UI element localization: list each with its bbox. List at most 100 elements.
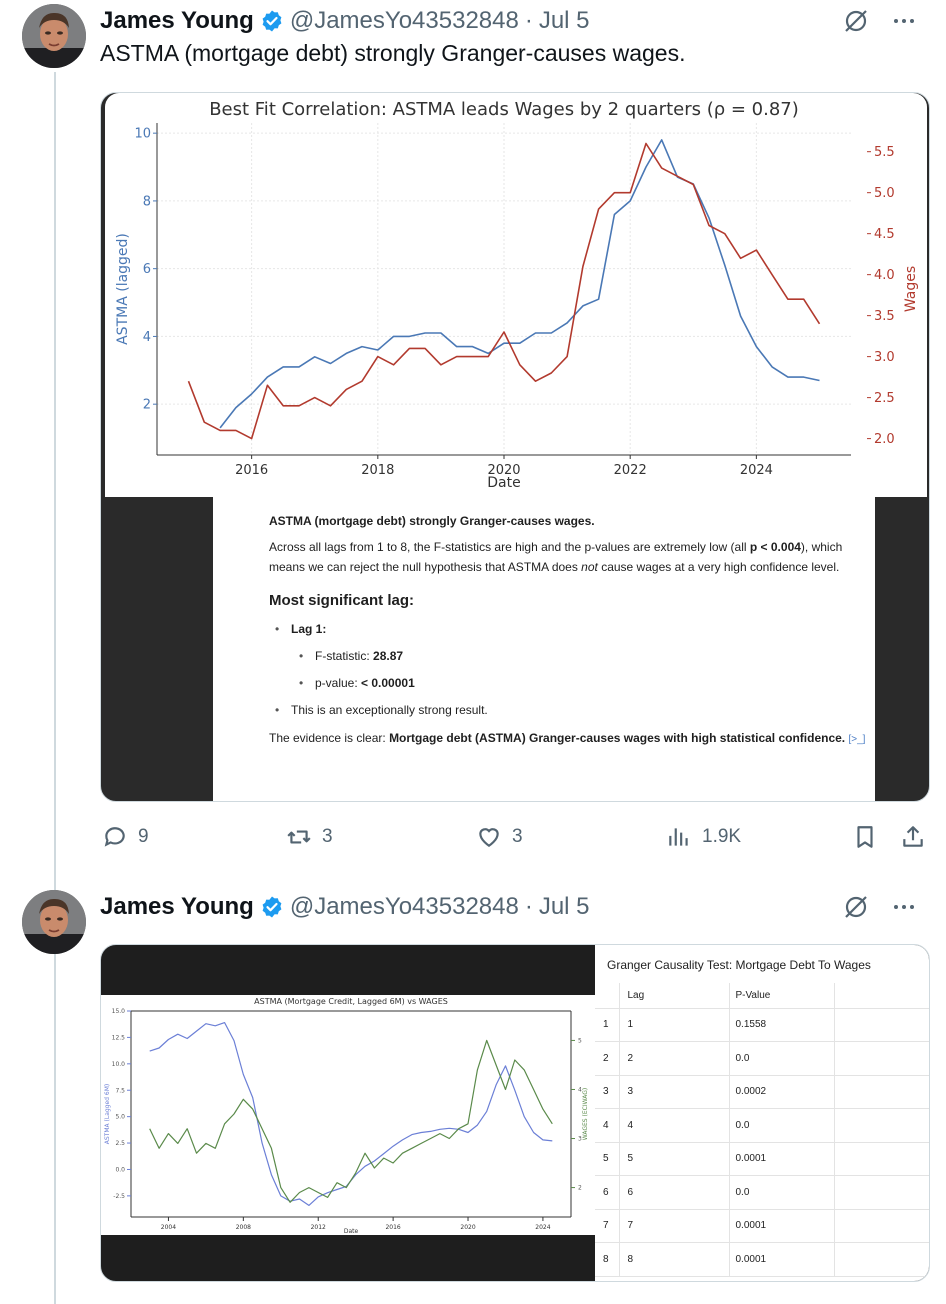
x-tick-label: 2020	[460, 1224, 475, 1231]
like-button[interactable]: 3	[476, 824, 523, 850]
x-axis-label: Date	[344, 1228, 359, 1235]
list-item: Lag 1:	[269, 619, 875, 639]
more-options-icon[interactable]	[892, 895, 916, 919]
y-right-tick-label: 3	[578, 1136, 582, 1143]
y-left-tick-label: 15.0	[112, 1008, 126, 1015]
author-name[interactable]: James Young	[100, 893, 254, 920]
table-cell-empty	[834, 1175, 929, 1210]
chart-panel: 2004 2008 2012 2016 2020 2024 -2.5 0.0 2.5 5.0 7.5…	[101, 995, 595, 1235]
y-axis-left-label: ASTMA (Lagged 6M)	[104, 1084, 111, 1145]
x-tick-label: 2016	[385, 1224, 400, 1231]
tweet-media[interactable]: 2016 2018 2020 2022 2024 2 4 6 8 10 2.0 2.5 3.0 3.5 4.…	[100, 92, 930, 802]
list-item: p-value: < 0.00001	[269, 673, 875, 693]
granger-table-panel: Granger Causality Test: Mortgage Debt To…	[595, 945, 929, 1281]
y-left-tick-label: 6	[143, 262, 151, 277]
table-title: Granger Causality Test: Mortgage Debt To…	[607, 958, 871, 972]
share-button[interactable]	[900, 824, 926, 850]
doc-text: The evidence is clear:	[269, 731, 390, 745]
more-options-icon[interactable]	[892, 9, 916, 33]
y-left-tick-label: 12.5	[112, 1035, 126, 1042]
table-cell: 5	[619, 1142, 730, 1176]
table-cell: 7	[619, 1209, 730, 1243]
y-left-tick-label: 10.0	[112, 1061, 126, 1068]
doc-text: ), which means we can reject the null hy…	[269, 540, 843, 574]
table-cell: 0.0	[729, 1108, 835, 1143]
y-left-tick-label: 7.5	[115, 1087, 125, 1094]
y-right-tick-label: 5.5	[874, 145, 895, 160]
y-left-tick-label: 8	[143, 194, 151, 209]
author-name[interactable]: James Young	[100, 7, 254, 34]
views-button[interactable]: 1.9K	[666, 824, 741, 850]
tweet-date[interactable]: Jul 5	[538, 7, 590, 34]
code-icon[interactable]: [>_]	[848, 734, 866, 745]
tweet-text: ASTMA (mortgage debt) strongly Granger-c…	[100, 40, 686, 66]
author-handle[interactable]: @JamesYo43532848	[289, 7, 519, 34]
doc-conclusion: The evidence is clear: Mortgage debt (AS…	[269, 728, 875, 750]
table-cell: 8	[595, 1242, 620, 1277]
table-cell: 6	[619, 1175, 730, 1210]
tweet-date[interactable]: Jul 5	[538, 893, 590, 920]
avatar-image	[22, 890, 86, 954]
verified-badge-icon	[262, 896, 282, 918]
like-count: 3	[512, 826, 523, 847]
table-cell: 5	[595, 1142, 620, 1176]
tweet-header: James Young @JamesYo43532848 · Jul 5	[100, 4, 930, 38]
table-cell: 0.0	[729, 1041, 835, 1076]
y-right-tick-label: 4	[578, 1087, 582, 1094]
reply-button[interactable]: 9	[102, 824, 149, 850]
grok-icon[interactable]	[842, 893, 870, 921]
y-left-tick-label: 0.0	[115, 1167, 125, 1174]
y-right-tick-label: 3.5	[874, 309, 895, 324]
y-right-tick-label: 3.0	[874, 350, 895, 365]
table-cell: 0.0001	[729, 1209, 835, 1243]
table-row: 2 2 0.0	[595, 1041, 929, 1076]
y-right-tick-label: 4.5	[874, 227, 895, 242]
x-tick-label: 2024	[535, 1224, 550, 1231]
table-header-row: Lag P-Value	[595, 983, 929, 1009]
fstat-value: 28.87	[373, 649, 404, 663]
share-icon	[903, 826, 923, 847]
y-right-tick-label: 2.0	[874, 432, 895, 447]
table-cell: 2	[595, 1041, 620, 1076]
y-right-tick-label: 5.0	[874, 186, 895, 201]
table-cell: 8	[619, 1242, 730, 1277]
doc-italic-text: not	[581, 560, 598, 574]
analysis-document: ASTMA (mortgage debt) strongly Granger-c…	[213, 497, 875, 801]
bookmark-button[interactable]	[852, 824, 878, 850]
doc-heading: ASTMA (mortgage debt) strongly Granger-c…	[269, 514, 595, 528]
author-handle[interactable]: @JamesYo43532848	[289, 893, 519, 920]
x-tick-label: 2020	[487, 463, 520, 478]
header-icons	[842, 893, 916, 921]
tweet-media[interactable]: 2004 2008 2012 2016 2020 2024 -2.5 0.0 2.5 5.0 7.5…	[100, 944, 930, 1282]
y-right-tick-label: 2.5	[874, 391, 895, 406]
x-tick-label: 2018	[361, 463, 394, 478]
retweet-button[interactable]: 3	[286, 824, 333, 850]
wages-series-line	[187, 142, 821, 440]
y-right-tick-label: 2	[578, 1185, 582, 1192]
tweet-header: James Young @JamesYo43532848 · Jul 5	[100, 890, 930, 924]
table-cell-empty	[834, 1142, 929, 1176]
tweet-actions: 9 3 3 1.9K	[100, 820, 930, 860]
pvalue-value: < 0.00001	[361, 676, 415, 690]
table-cell: 3	[619, 1075, 730, 1109]
chart-title: Best Fit Correlation: ASTMA leads Wages …	[209, 99, 799, 120]
table-cell: 0.0001	[729, 1242, 835, 1277]
table-row: 4 4 0.0	[595, 1108, 929, 1143]
granger-table: Lag P-Value 1 1 0.1558 2 2 0.0 3 3 0.0002 4 4 0.0 5 5…	[595, 983, 929, 1277]
y-left-tick-label: 4	[143, 330, 151, 345]
avatar[interactable]	[22, 4, 86, 68]
doc-text: Across all lags from 1 to 8, the F-stati…	[269, 540, 750, 554]
thread-line	[54, 72, 56, 1304]
table-cell: 3	[595, 1075, 620, 1109]
column-header	[595, 983, 620, 1009]
grok-icon[interactable]	[842, 7, 870, 35]
heart-icon	[479, 828, 499, 847]
avatar[interactable]	[22, 890, 86, 954]
table-row: 8 8 0.0001	[595, 1242, 929, 1277]
list-item: This is an exceptionally strong result.	[269, 700, 875, 720]
table-cell: 0.0002	[729, 1075, 835, 1109]
astma-wages-chart: 2004 2008 2012 2016 2020 2024 -2.5 0.0 2.5 5.0 7.5…	[104, 997, 589, 1235]
y-axis-left-label: ASTMA (lagged)	[115, 233, 131, 345]
table-row: 1 1 0.1558	[595, 1008, 929, 1042]
table-cell-empty	[834, 1108, 929, 1143]
